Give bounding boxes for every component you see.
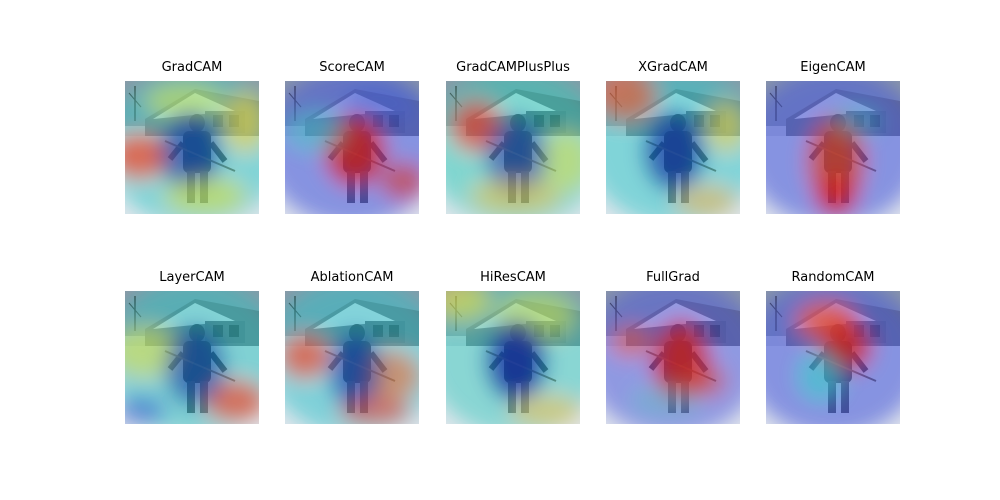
panel-title: GradCAMPlusPlus — [456, 60, 570, 75]
cam-heatmap-image — [606, 81, 740, 214]
cam-heatmap-image — [446, 81, 580, 214]
cam-heatmap-image — [285, 291, 419, 424]
cam-heatmap-image — [766, 81, 900, 214]
panel-title: FullGrad — [646, 270, 700, 285]
cam-heatmap-image — [766, 291, 900, 424]
panel-title: EigenCAM — [800, 60, 866, 75]
cam-heatmap-image — [446, 291, 580, 424]
panel-title: HiResCAM — [480, 270, 546, 285]
cam-heatmap-image — [606, 291, 740, 424]
cam-heatmap-image — [125, 81, 259, 214]
cam-heatmap-image — [285, 81, 419, 214]
panel-title: ScoreCAM — [319, 60, 385, 75]
panel-title: XGradCAM — [638, 60, 708, 75]
panel-title: GradCAM — [161, 60, 223, 75]
cam-heatmap-image — [125, 291, 259, 424]
panel-title: RandomCAM — [791, 270, 875, 285]
panel-title: LayerCAM — [159, 270, 225, 285]
panel-title: AblationCAM — [310, 270, 394, 285]
